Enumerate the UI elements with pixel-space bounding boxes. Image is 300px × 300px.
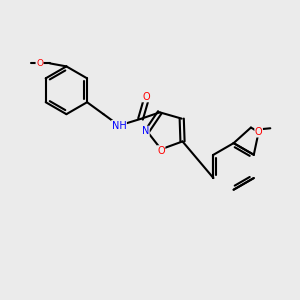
Text: N: N: [142, 126, 149, 136]
Text: O: O: [142, 92, 150, 102]
Text: O: O: [255, 127, 262, 137]
Text: O: O: [36, 59, 43, 68]
Text: O: O: [157, 146, 165, 156]
Text: NH: NH: [112, 121, 126, 130]
